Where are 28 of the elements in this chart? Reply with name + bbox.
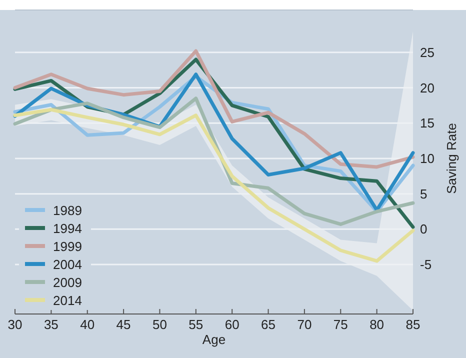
x-tick-label: 45 [116, 317, 131, 332]
legend-label: 1994 [53, 221, 82, 236]
line-series [13, 49, 415, 169]
y-tick-label: -5 [420, 257, 432, 272]
x-tick-label: 80 [370, 317, 384, 332]
y-axis-title: Saving Rate [444, 123, 459, 194]
y-tick-label: 25 [420, 44, 434, 60]
y-tick-label: 0 [420, 222, 428, 237]
legend-label: 2014 [53, 293, 82, 308]
x-tick-label: 35 [44, 317, 58, 332]
x-axis-title: Age [202, 332, 226, 347]
x-tick-label: 55 [188, 317, 204, 332]
legend-label: 1989 [53, 203, 82, 218]
y-tick-label: 20 [420, 80, 434, 96]
x-tick-label: 85 [406, 317, 420, 332]
y-tick-label: 10 [420, 150, 434, 166]
x-tick-label: 70 [297, 317, 312, 332]
legend-label: 1999 [53, 239, 82, 254]
x-tick-label: 40 [80, 317, 95, 332]
x-tick-label: 60 [224, 317, 240, 332]
x-tick-label: 75 [333, 317, 348, 332]
legend-label: 2004 [53, 257, 82, 272]
x-tick-label: 65 [261, 317, 276, 332]
x-tick-label: 50 [152, 317, 167, 332]
y-tick-label: 5 [420, 186, 428, 202]
y-tick-label: 15 [420, 116, 434, 131]
legend-label: 2009 [53, 275, 82, 290]
x-tick-label: 30 [8, 317, 22, 332]
